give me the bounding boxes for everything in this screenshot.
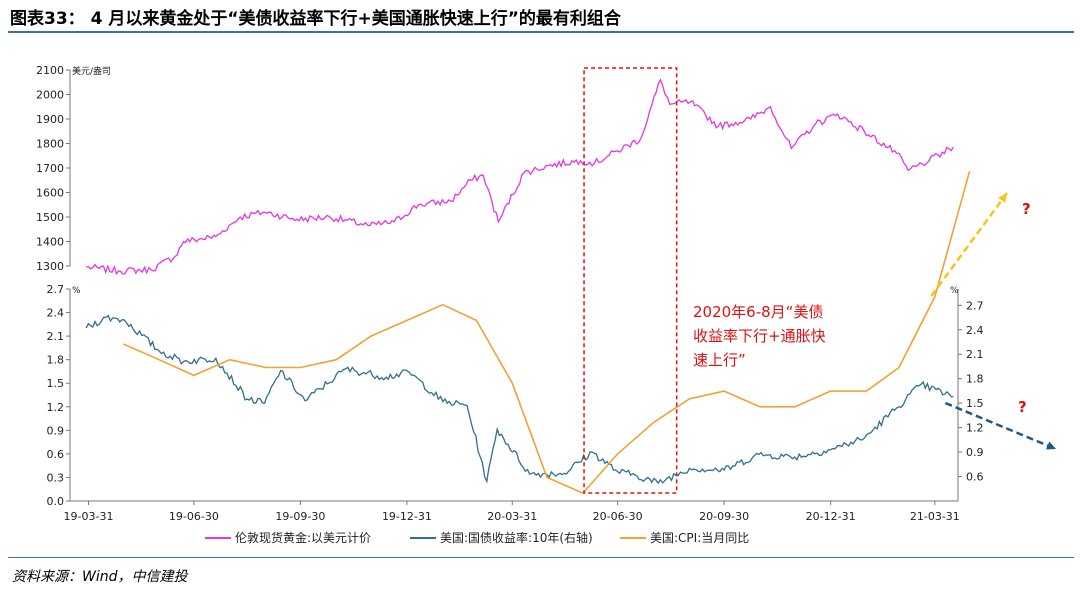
left-y-tick-label: 2.7 xyxy=(47,283,65,296)
right-y-tick-label: 0.9 xyxy=(966,446,984,459)
bottom-rule xyxy=(8,557,1074,558)
question-mark-upper: ? xyxy=(1022,200,1031,218)
left-y-tick-label: 0.9 xyxy=(47,424,65,437)
left-y-unit: % xyxy=(72,286,81,296)
question-mark-lower: ? xyxy=(1018,398,1027,416)
left-y-tick-label: 1.2 xyxy=(47,401,65,414)
annotation-text-line: 速上行” xyxy=(693,351,746,369)
right-y-tick-label: 2.7 xyxy=(966,299,984,312)
x-tick-label: 19-09-30 xyxy=(275,510,325,523)
left-y-tick-label: 2.1 xyxy=(47,330,65,343)
upward-forecast-arrow-head xyxy=(998,193,1007,203)
x-tick-label: 20-06-30 xyxy=(593,510,643,523)
left-y-tick-label: 2.4 xyxy=(47,307,65,320)
legend-label-yield: 美国:国债收益率:10年(右轴) xyxy=(440,530,593,545)
legend-label-gold: 伦敦现货黄金:以美元计价 xyxy=(235,530,371,545)
gold-y-tick-label: 1300 xyxy=(36,260,64,273)
annotation-text-line: 2020年6-8月“美债 xyxy=(693,303,823,321)
right-y-tick-label: 1.5 xyxy=(966,397,984,410)
x-tick-label: 20-03-31 xyxy=(487,510,537,523)
gold-price-axis: 2100 2000 1900 1800 1700 1600 1500 1400 1300 美元/盎… xyxy=(36,64,111,273)
gold-y-tick-label: 1700 xyxy=(36,162,64,175)
gold-y-tick-label: 2100 xyxy=(36,64,64,77)
right-y-tick-label: 1.8 xyxy=(966,373,984,386)
chart: 2100 2000 1900 1800 1700 1600 1500 1400 1300 美元/盎… xyxy=(36,64,1057,545)
right-y-tick-label: 1.2 xyxy=(966,422,984,435)
left-y-tick-label: 0.3 xyxy=(47,471,65,484)
gold-y-tick-label: 1400 xyxy=(36,236,64,249)
left-y-tick-label: 0.0 xyxy=(47,495,65,508)
source-note: 资料来源：Wind，中信建投 xyxy=(12,569,188,585)
downward-forecast-arrow-head xyxy=(1046,441,1056,450)
figure-title: 图表33： 4 月以来黄金处于“美债收益率下行+美国通胀快速上行”的最有利组合 xyxy=(10,9,621,29)
left-y-tick-label: 1.8 xyxy=(47,354,65,367)
x-tick-label: 19-06-30 xyxy=(169,510,219,523)
x-tick-label: 19-12-31 xyxy=(382,510,432,523)
x-tick-label: 20-09-30 xyxy=(699,510,749,523)
right-y-unit: % xyxy=(950,286,959,296)
gold-y-tick-label: 2000 xyxy=(36,89,64,102)
legend-label-cpi: 美国:CPI:当月同比 xyxy=(650,531,749,545)
annotation-text-line: 收益率下行+通胀快 xyxy=(693,327,826,345)
title-rule xyxy=(8,31,1074,33)
gold-y-tick-label: 1500 xyxy=(36,211,64,224)
upward-forecast-arrow xyxy=(930,192,1009,297)
legend: 伦敦现货黄金:以美元计价 美国:国债收益率:10年(右轴) 美国:CPI:当月同比 xyxy=(205,530,749,545)
treasury-yield-line xyxy=(85,314,954,485)
x-tick-label: 19-03-31 xyxy=(64,510,114,523)
right-y-tick-label: 0.6 xyxy=(966,471,984,484)
highlight-box xyxy=(583,67,678,494)
x-axis: 19-03-31 19-06-30 19-09-30 19-12-31 20-03-31… xyxy=(64,500,960,523)
x-tick-label: 21-03-31 xyxy=(910,510,960,523)
gold-y-tick-label: 1800 xyxy=(36,138,64,151)
series-layer xyxy=(85,78,971,495)
left-y-tick-label: 1.5 xyxy=(47,377,65,390)
right-y-tick-label: 2.4 xyxy=(966,324,984,337)
cpi-line xyxy=(122,170,971,495)
downward-forecast-arrow xyxy=(944,401,1057,451)
yield-cpi-axis: 2.7 2.4 2.1 1.8 1.5 1.2 0.9 0.6 0.3 0.0% 2.7 2.4 2.1… xyxy=(47,283,984,508)
x-tick-label: 20-12-31 xyxy=(806,510,856,523)
left-y-tick-label: 0.6 xyxy=(47,448,65,461)
gold-y-tick-label: 1900 xyxy=(36,113,64,126)
gold-y-unit: 美元/盎司 xyxy=(72,65,111,77)
gold-y-tick-label: 1600 xyxy=(36,187,64,200)
annotation-layer: 2020年6-8月“美债收益率下行+通胀快速上行”?? xyxy=(583,67,1057,494)
right-y-tick-label: 2.1 xyxy=(966,348,984,361)
gold-price-line xyxy=(86,78,954,276)
